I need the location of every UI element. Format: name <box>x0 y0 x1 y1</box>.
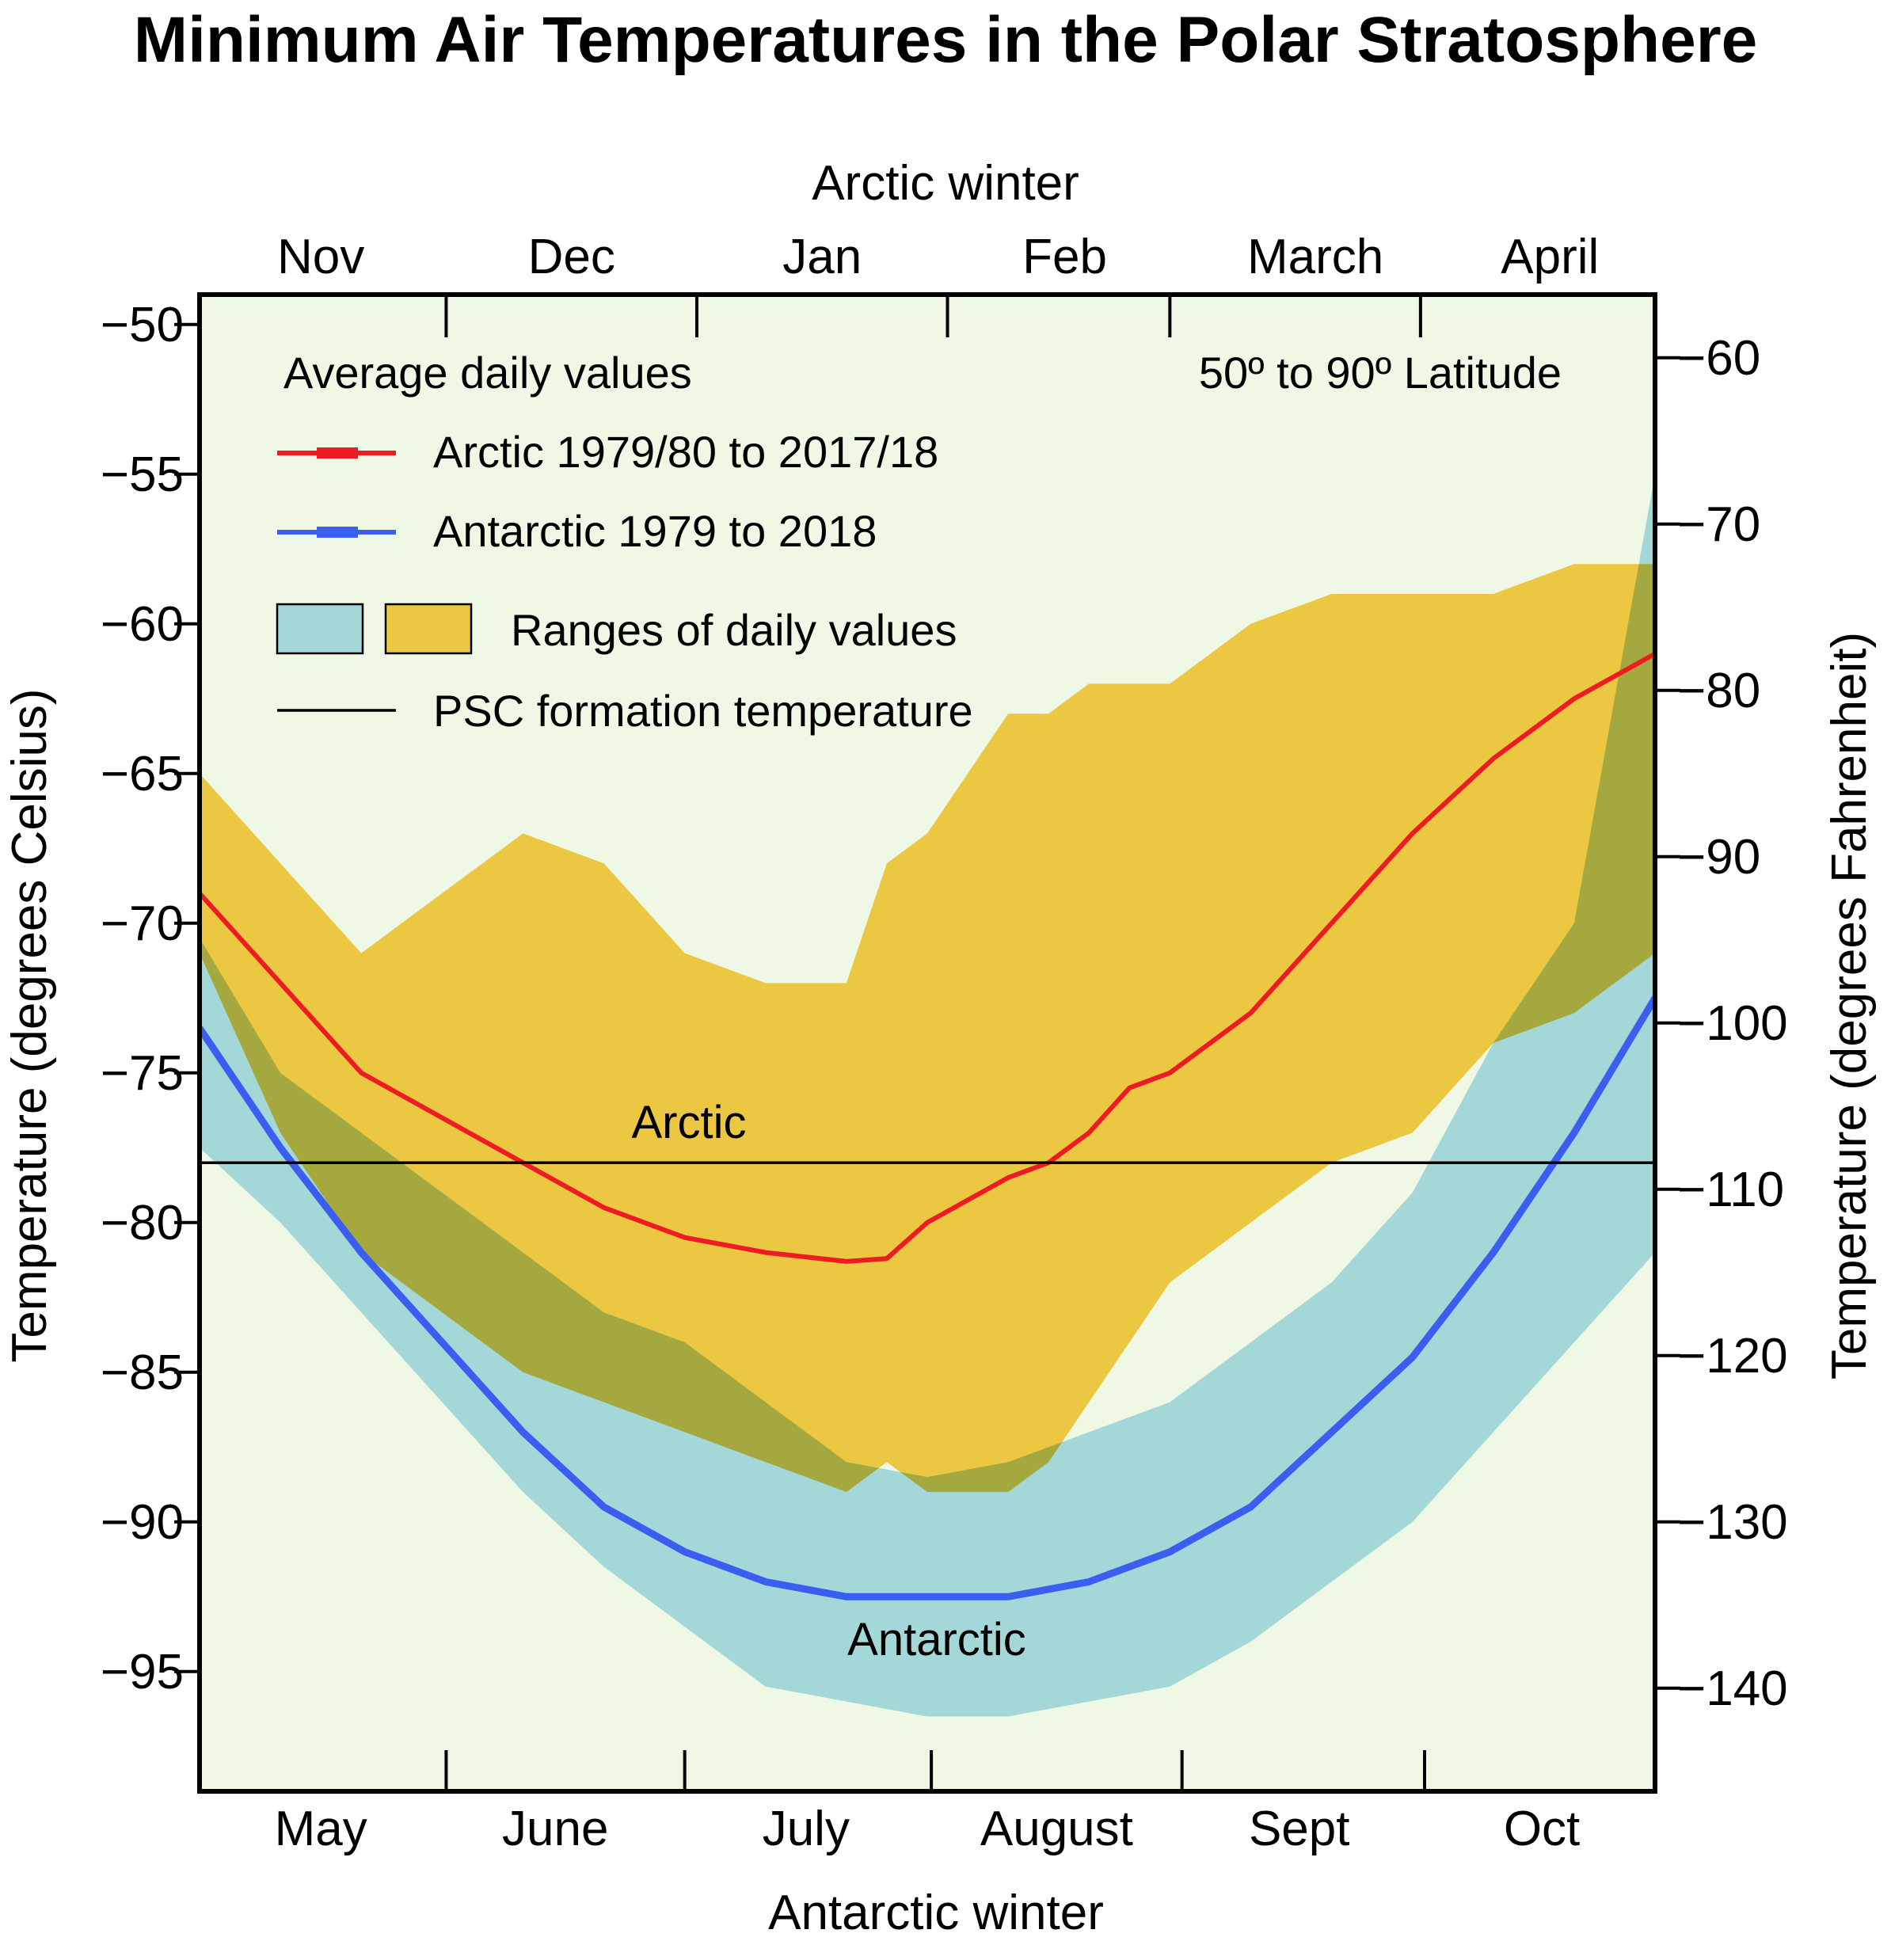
left-tick-label: −95 <box>101 1645 184 1699</box>
bottom-axis-title: Antarctic winter <box>768 1886 1104 1940</box>
right-tick-label: −100 <box>1677 996 1788 1051</box>
legend-arctic-label: Arctic 1979/80 to 2017/18 <box>433 427 938 477</box>
right-tick-label: −110 <box>1677 1163 1784 1217</box>
left-tick-label: −60 <box>101 597 184 652</box>
plot-frame <box>197 292 1657 1794</box>
legend-antarctic-label: Antarctic 1979 to 2018 <box>433 506 877 556</box>
bottom-month-label: July <box>763 1802 850 1856</box>
left-tick-label: −90 <box>101 1495 184 1550</box>
legend-ranges-label: Ranges of daily values <box>511 605 957 655</box>
right-axis-title: Temperature (degrees Fahrenheit) <box>1822 632 1877 1380</box>
right-tick-label: −60 <box>1677 331 1760 386</box>
bottom-month-label: Sept <box>1249 1802 1350 1856</box>
legend: Average daily values Arctic 1979/80 to 2… <box>276 348 973 736</box>
left-tick-label: −65 <box>101 747 184 801</box>
arctic-average-line <box>200 651 1655 1264</box>
right-tick-label: −90 <box>1677 830 1760 885</box>
latitude-note: 50º to 90º Latitude <box>1199 348 1562 398</box>
right-tick-label: −70 <box>1677 497 1760 552</box>
antarctic-range-band <box>200 474 1655 1717</box>
left-tick-label: −50 <box>101 298 184 352</box>
bottom-month-label: Oct <box>1504 1802 1580 1856</box>
legend-heading: Average daily values <box>283 348 692 398</box>
right-tick-label: −130 <box>1677 1495 1788 1550</box>
left-tick-label: −70 <box>101 896 184 951</box>
arctic-annotation: Arctic <box>632 1097 747 1148</box>
top-month-label: April <box>1501 230 1599 284</box>
right-tick-label: −80 <box>1677 664 1760 718</box>
top-month-label: Feb <box>1022 230 1107 284</box>
top-month-label: Dec <box>528 230 615 284</box>
antarctic-average-line <box>200 995 1655 1600</box>
arctic-range-band <box>200 564 1655 1493</box>
legend-psc-label: PSC formation temperature <box>433 686 973 736</box>
bottom-month-label: August <box>980 1802 1133 1856</box>
top-axis-title: Arctic winter <box>812 156 1079 211</box>
bottom-month-label: June <box>502 1802 608 1856</box>
right-tick-label: −120 <box>1677 1329 1788 1383</box>
bottom-month-label: May <box>275 1802 367 1856</box>
top-month-label: March <box>1247 230 1383 284</box>
antarctic-annotation: Antarctic <box>847 1614 1026 1665</box>
left-tick-label: −80 <box>101 1196 184 1250</box>
legend-antarctic-range-swatch <box>276 603 364 655</box>
top-month-label: Nov <box>277 230 364 284</box>
left-tick-label: −85 <box>101 1345 184 1400</box>
legend-antarctic-swatch-mark <box>317 527 358 538</box>
legend-arctic-swatch-mark <box>317 447 358 459</box>
legend-arctic-range-swatch <box>384 603 473 655</box>
right-tick-label: −140 <box>1677 1661 1788 1716</box>
left-tick-label: −55 <box>101 447 184 502</box>
left-tick-label: −75 <box>101 1046 184 1101</box>
left-axis-title: Temperature (degrees Celsius) <box>2 688 57 1362</box>
chart-title: Minimum Air Temperatures in the Polar St… <box>134 4 1757 76</box>
top-month-label: Jan <box>782 230 862 284</box>
